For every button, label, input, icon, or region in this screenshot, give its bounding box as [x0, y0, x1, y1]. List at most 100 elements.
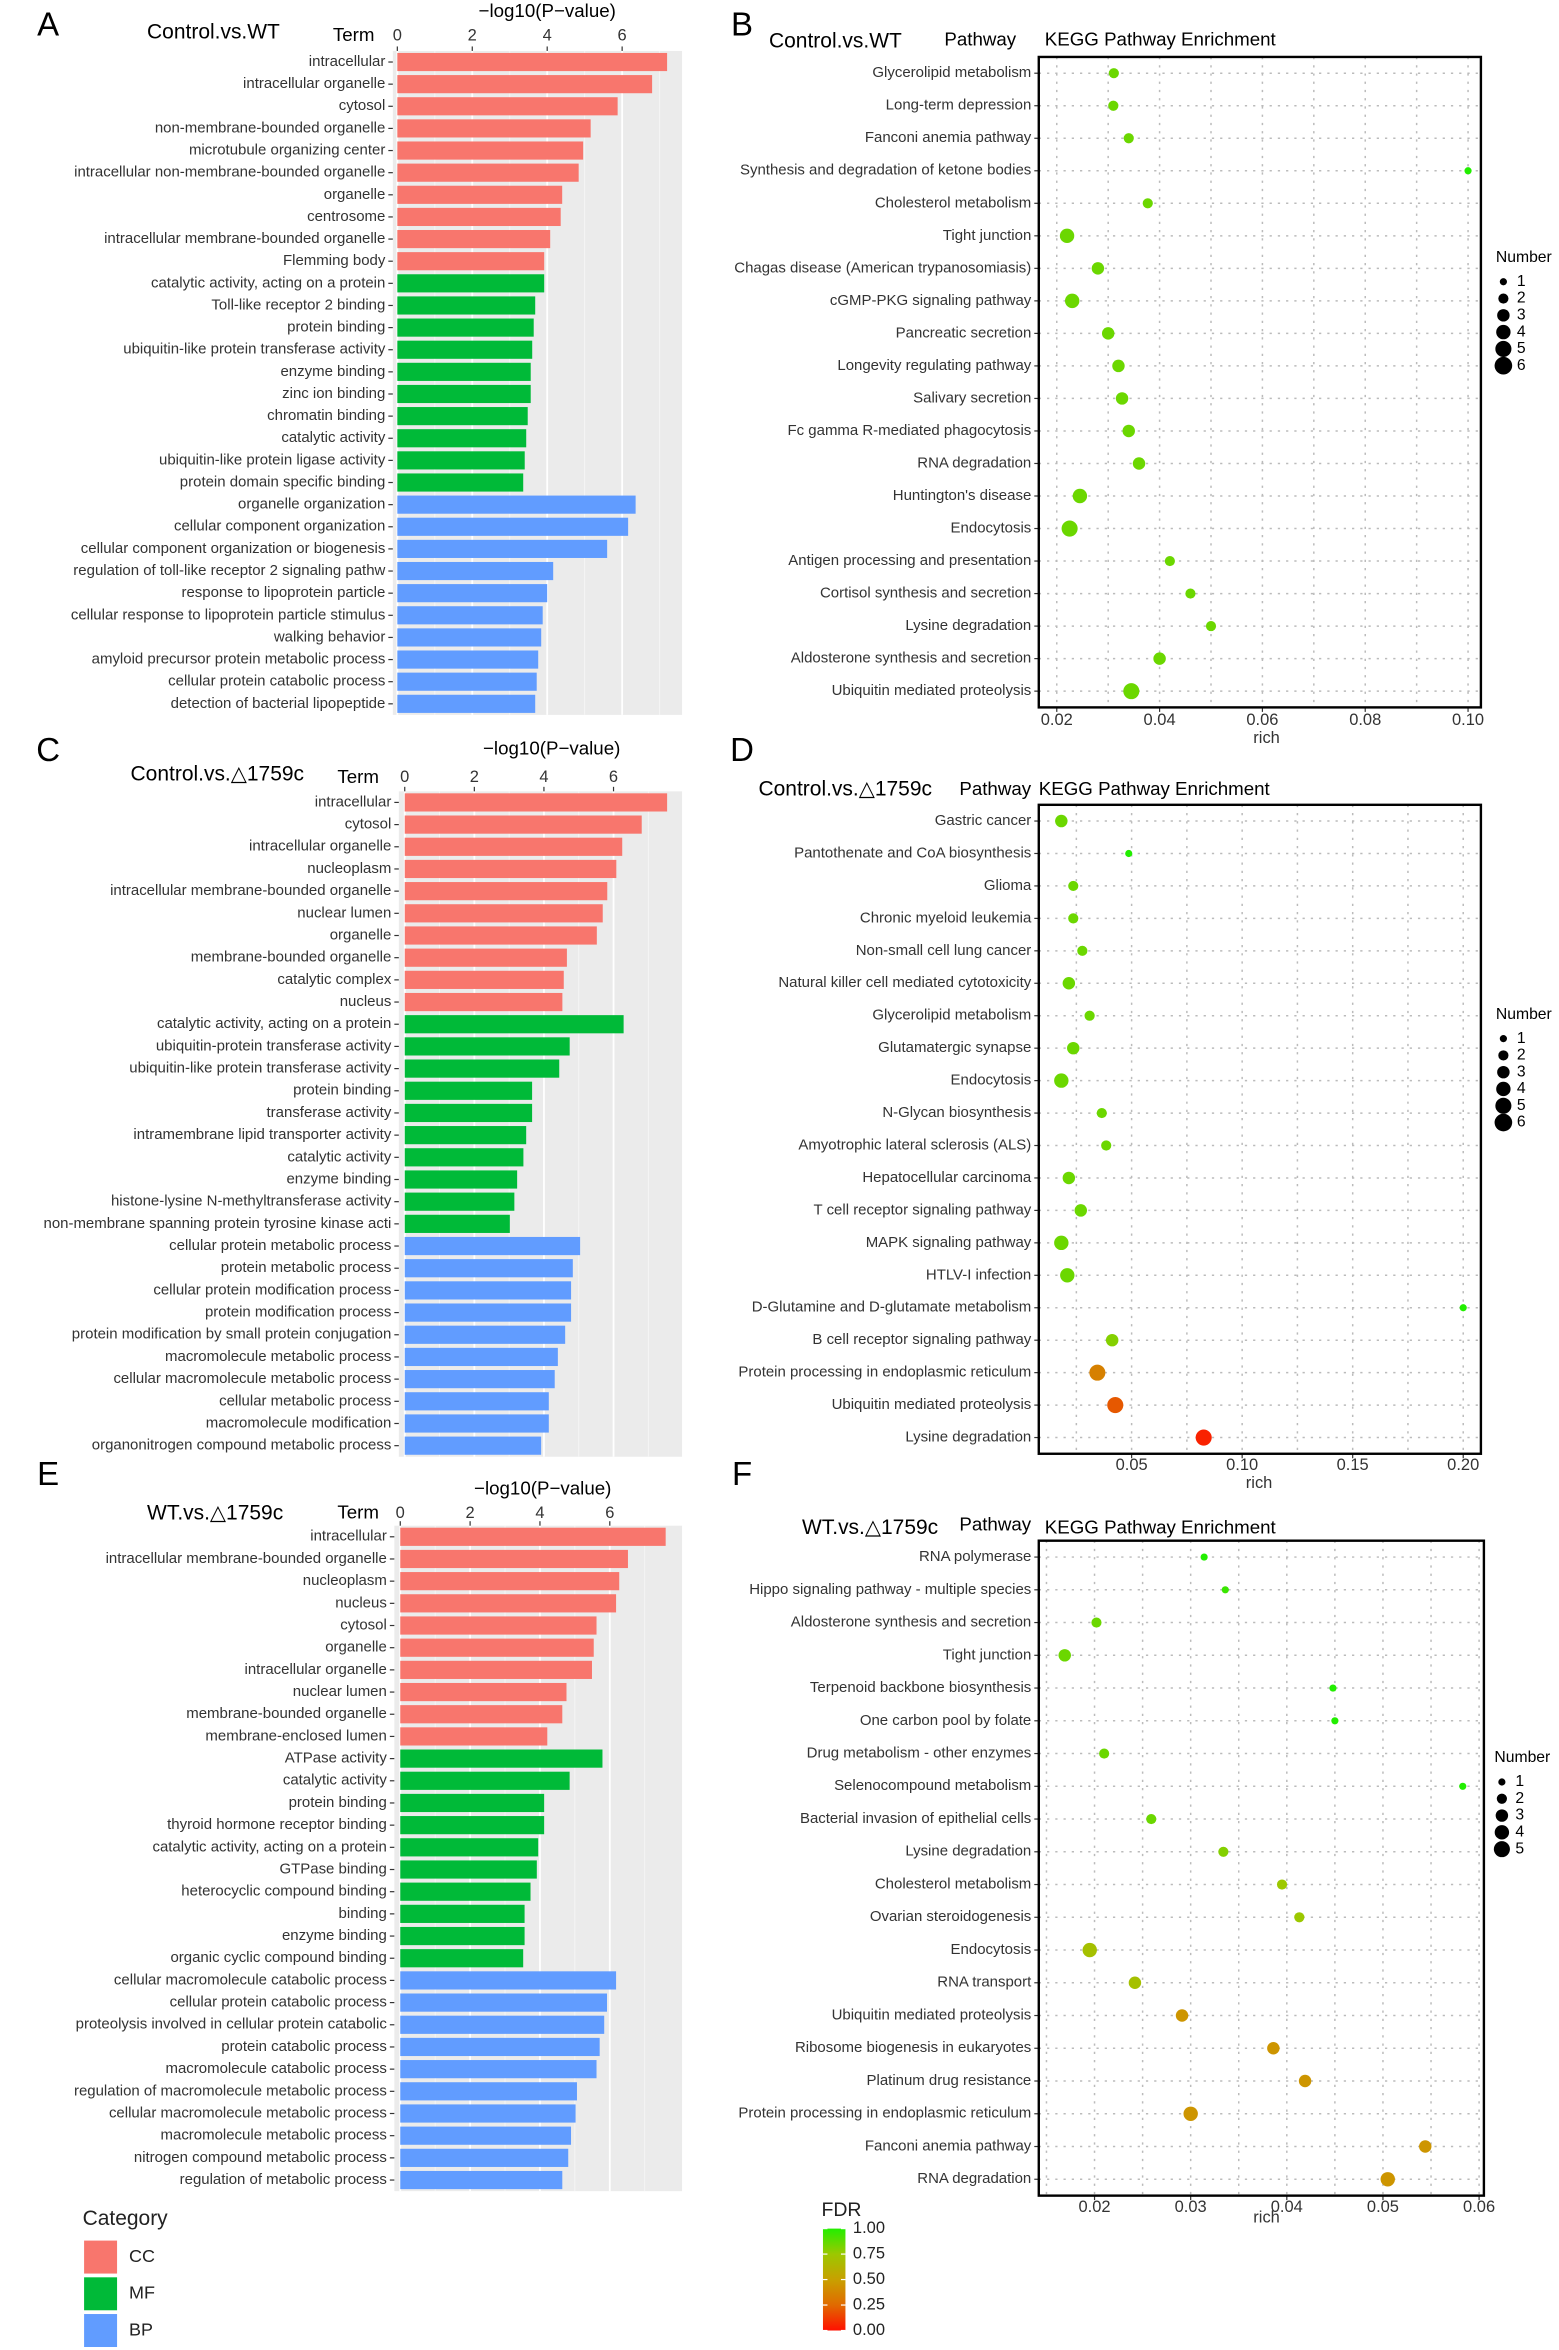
bar — [404, 970, 564, 989]
x-tick-label: 0.10 — [1226, 1456, 1258, 1474]
y-tick-label: Salivary secretion — [913, 389, 1031, 406]
plot-frame — [1037, 55, 1483, 709]
y-tick-label: catalytic complex — [277, 971, 391, 988]
y-tick-label: cellular protein modification process — [153, 1281, 391, 1298]
dot — [1091, 1617, 1102, 1628]
y-tick-label: catalytic activity — [287, 1148, 391, 1165]
y-tick-label: regulation of metabolic process — [180, 2171, 387, 2188]
fdr-tick-label: 1.00 — [853, 2219, 885, 2237]
dot — [1062, 1171, 1076, 1185]
y-tick-label: cellular protein metabolic process — [169, 1237, 391, 1254]
y-tick-label: protein binding — [289, 1794, 387, 1811]
y-tick-label: regulation of toll-like receptor 2 signa… — [73, 562, 385, 579]
y-tick-label: N-Glycan biosynthesis — [882, 1104, 1031, 1121]
bar — [404, 1037, 570, 1056]
size-legend-label: 5 — [1515, 1840, 1524, 1857]
y-tick-label: intracellular — [310, 1528, 387, 1545]
y-tick-label: Fanconi anemia pathway — [865, 129, 1032, 146]
dot — [1068, 913, 1079, 924]
size-legend-dot — [1495, 1809, 1509, 1822]
y-tick-label: detection of bacterial lipopeptide — [171, 695, 386, 712]
dot — [1122, 424, 1135, 438]
x-tick-label: 0.20 — [1447, 1456, 1479, 1474]
bar — [400, 1749, 603, 1768]
dot — [1062, 977, 1076, 990]
y-tick-label: cellular protein catabolic process — [170, 1994, 387, 2011]
y-tick-label: enzyme binding — [280, 363, 385, 380]
y-tick-label: nitrogen compound metabolic process — [134, 2149, 387, 2166]
size-legend-label: 1 — [1517, 273, 1526, 290]
y-tick-label: cellular protein catabolic process — [168, 673, 385, 690]
bar — [400, 2037, 600, 2057]
y-tick-label: Huntington's disease — [893, 487, 1032, 504]
size-legend-label: 6 — [1517, 1114, 1526, 1131]
dot — [1108, 68, 1119, 79]
dot — [1058, 1649, 1071, 1662]
size-legend-label: 2 — [1517, 1047, 1526, 1064]
y-tick-label: catalytic activity, acting on a protein — [152, 1838, 386, 1855]
dot — [1128, 1976, 1142, 1990]
dot — [1146, 1813, 1157, 1825]
y-tick-label: nucleoplasm — [307, 860, 391, 877]
bar — [404, 1170, 518, 1189]
dot — [1101, 1140, 1112, 1151]
dot — [1099, 1748, 1110, 1759]
category-legend-swatch — [84, 2277, 118, 2311]
bar — [400, 1793, 545, 1813]
y-tick-label: Pancreatic secretion — [896, 324, 1032, 341]
x-tick-label: 4 — [543, 26, 552, 44]
bar — [400, 1594, 617, 1613]
y-tick-label: Glutamatergic synapse — [878, 1039, 1031, 1056]
y-tick-label: macromolecule modification — [206, 1414, 392, 1431]
bar — [397, 407, 528, 426]
bar — [400, 1660, 592, 1679]
y-tick-label: Fc gamma R-mediated phagocytosis — [788, 422, 1032, 439]
fdr-legend-title: FDR — [821, 2199, 861, 2221]
y-tick-label: microtubule organizing center — [189, 142, 385, 159]
size-legend-label: 4 — [1515, 1823, 1524, 1840]
size-legend-dot — [1497, 1065, 1510, 1079]
y-tick-label: Ubiquitin mediated proteolysis — [832, 1396, 1032, 1413]
y-tick-label: intracellular organelle — [245, 1661, 387, 1678]
size-legend-label: 2 — [1515, 1790, 1524, 1807]
chart-title: Control.vs.△1759c — [131, 762, 304, 785]
dot — [1108, 100, 1119, 111]
size-legend-dot — [1494, 1113, 1513, 1132]
y-tick-label: Aldosterone synthesis and secretion — [791, 1614, 1031, 1631]
x-tick-label: 0.04 — [1271, 2198, 1303, 2216]
y-tick-label: cellular component organization or bioge… — [81, 540, 386, 557]
x-axis-title: rich — [1253, 2208, 1280, 2226]
y-tick-label: RNA degradation — [917, 454, 1031, 471]
bar — [397, 340, 533, 359]
y-tick-label: centrosome — [307, 208, 385, 225]
y-tick-label: cytosol — [339, 97, 386, 114]
chart-title: Control.vs.WT — [769, 30, 902, 53]
bar — [404, 1392, 549, 1411]
bar — [400, 1882, 531, 1901]
x-tick-label: 0.03 — [1175, 2198, 1207, 2216]
bar — [404, 948, 567, 967]
y-tick-label: Glycerolipid metabolism — [872, 1007, 1031, 1024]
dot — [1077, 945, 1088, 956]
y-tick-label: response to lipoprotein particle — [181, 584, 385, 601]
y-tick-label: MAPK signaling pathway — [866, 1234, 1032, 1251]
bar — [404, 793, 668, 812]
y-tick-label: cellular response to lipoprotein particl… — [71, 606, 386, 623]
dot — [1123, 683, 1140, 700]
dot — [1072, 488, 1088, 504]
y-tick-label: enzyme binding — [282, 1927, 387, 1944]
bar — [397, 252, 545, 271]
bar — [404, 837, 623, 856]
bar — [400, 2126, 572, 2145]
x-tick-label: 0 — [400, 768, 409, 786]
bar — [404, 882, 608, 901]
dot — [1115, 392, 1129, 405]
bar — [400, 2170, 563, 2190]
size-legend-label: 3 — [1517, 306, 1526, 323]
y-tick-label: Non-small cell lung cancer — [856, 942, 1032, 959]
panel-letter: A — [37, 6, 59, 43]
y-tick-label: organelle — [330, 926, 392, 943]
y-tick-label: protein binding — [293, 1082, 391, 1099]
bar — [397, 561, 554, 581]
